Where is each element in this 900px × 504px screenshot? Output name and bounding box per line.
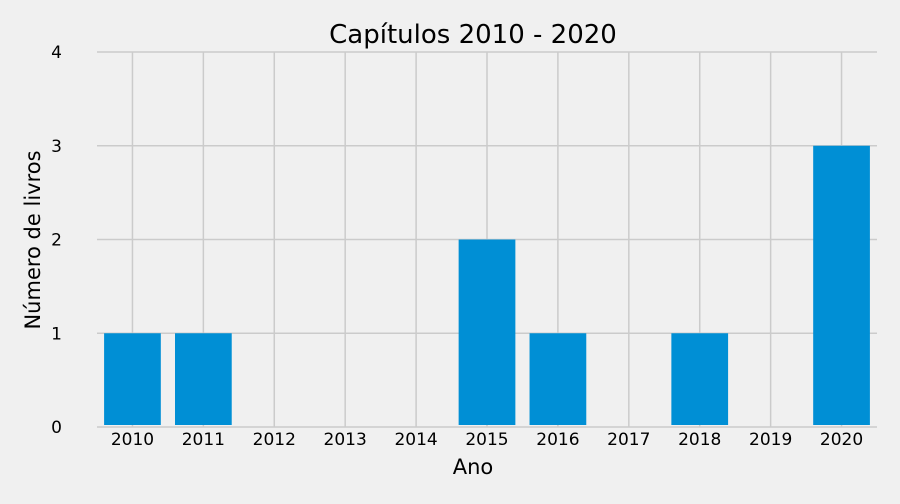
bar-2020 xyxy=(813,145,870,425)
y-tick-label: 4 xyxy=(51,43,62,63)
y-tick-label: 1 xyxy=(51,324,62,344)
y-tick-label: 2 xyxy=(51,231,62,251)
x-tick-label: 2017 xyxy=(607,430,650,450)
y-tick-label: 3 xyxy=(51,137,62,157)
x-tick-label: 2012 xyxy=(253,430,296,450)
x-tick-label: 2020 xyxy=(820,430,863,450)
tick-labels: 0 1 2 3 4 2010 2011 2012 2013 2014 2015 2016 2017 201… xyxy=(51,43,863,450)
bar-2016 xyxy=(529,333,587,425)
x-tick-label: 2019 xyxy=(749,430,792,450)
y-tick-label: 0 xyxy=(51,418,62,438)
x-tick-label: 2010 xyxy=(111,430,154,450)
bar-2018 xyxy=(671,333,729,425)
chart-title: Capítulos 2010 - 2020 xyxy=(329,20,617,50)
x-tick-label: 2016 xyxy=(536,430,579,450)
x-tick-label: 2013 xyxy=(324,430,367,450)
bars xyxy=(104,145,870,425)
bar-2010 xyxy=(104,333,161,425)
y-axis-label: Número de livros xyxy=(21,150,45,329)
x-tick-label: 2015 xyxy=(465,430,508,450)
bar-2011 xyxy=(175,333,232,425)
x-axis-label: Ano xyxy=(453,455,494,479)
x-tick-label: 2011 xyxy=(182,430,225,450)
bar-2015 xyxy=(458,239,516,425)
x-tick-label: 2018 xyxy=(678,430,721,450)
x-tick-label: 2014 xyxy=(394,430,437,450)
